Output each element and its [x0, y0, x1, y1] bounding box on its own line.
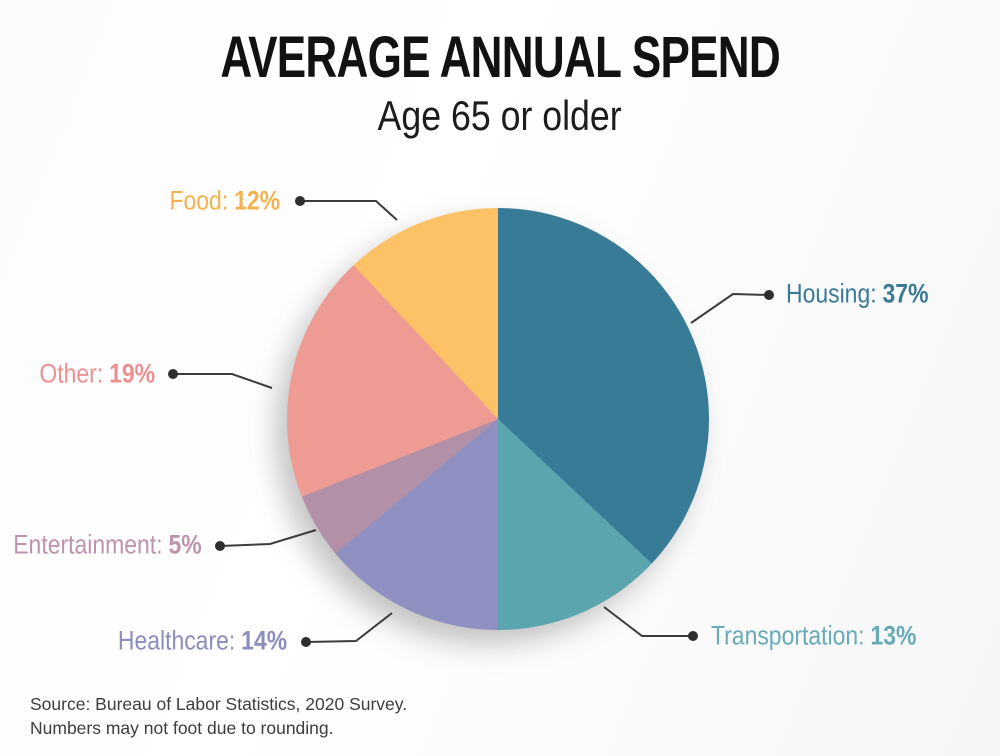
page-title-wrap: AVERAGE ANNUAL SPEND	[0, 25, 1000, 90]
leader-line-other	[173, 373, 273, 389]
callout-entertainment-value: 5%	[168, 529, 202, 560]
callout-housing-value: 37%	[882, 278, 929, 309]
source-note-line1: Source: Bureau of Labor Statistics, 2020…	[30, 694, 408, 714]
callout-transportation: Transportation: 13%	[711, 620, 917, 651]
callout-food-value: 12%	[234, 185, 280, 216]
callout-transportation-value: 13%	[870, 620, 917, 651]
callout-healthcare-label: Healthcare:	[117, 625, 236, 656]
callout-healthcare-value: 14%	[241, 625, 287, 656]
page-subtitle-wrap: Age 65 or older	[0, 92, 1000, 140]
callout-entertainment-label: Entertainment:	[13, 529, 163, 560]
callout-entertainment: Entertainment: 5%	[13, 529, 202, 560]
page-title: AVERAGE ANNUAL SPEND	[220, 25, 780, 90]
leader-line-housing	[690, 292, 770, 324]
callout-food: Food: 12%	[169, 185, 280, 216]
pie-chart	[287, 208, 709, 630]
leader-dot-healthcare	[301, 637, 311, 647]
leader-line-healthcare	[305, 612, 393, 643]
leader-line-entertainment	[219, 529, 317, 547]
leader-line-transportation	[603, 606, 693, 637]
callout-other: Other: 19%	[39, 358, 155, 389]
leader-line-food	[300, 200, 398, 221]
source-note: Source: Bureau of Labor Statistics, 2020…	[30, 692, 407, 740]
callout-other-value: 19%	[109, 358, 155, 389]
leader-dot-housing	[764, 290, 774, 300]
leader-dot-food	[295, 196, 305, 206]
callout-other-label: Other:	[39, 358, 104, 389]
leader-dot-other	[168, 369, 178, 379]
callout-food-label: Food:	[169, 185, 229, 216]
page-subtitle: Age 65 or older	[377, 92, 623, 139]
callout-housing: Housing: 37%	[786, 278, 929, 309]
callout-healthcare: Healthcare: 14%	[117, 625, 287, 656]
leader-dot-entertainment	[215, 541, 225, 551]
leader-dot-transportation	[688, 631, 698, 641]
callout-housing-label: Housing:	[786, 278, 877, 309]
source-note-line2: Numbers may not foot due to rounding.	[30, 718, 334, 738]
callout-transportation-label: Transportation:	[711, 620, 865, 651]
